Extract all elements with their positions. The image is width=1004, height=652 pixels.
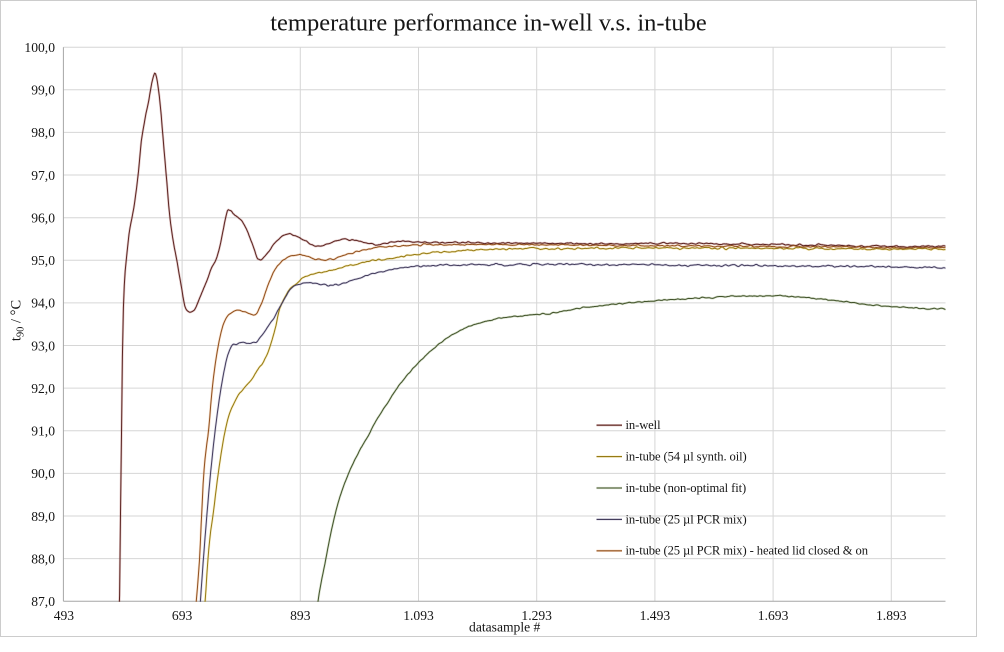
- svg-text:t90 / °C: t90 / °C: [9, 300, 27, 341]
- svg-text:1.493: 1.493: [640, 608, 671, 623]
- svg-text:91,0: 91,0: [31, 424, 55, 439]
- svg-text:99,0: 99,0: [31, 83, 55, 98]
- svg-text:97,0: 97,0: [31, 168, 55, 183]
- svg-text:temperature performance in-wel: temperature performance in-well v.s. in-…: [270, 10, 707, 37]
- svg-text:in-well: in-well: [626, 418, 662, 432]
- svg-text:datasample #: datasample #: [469, 619, 541, 634]
- svg-text:893: 893: [290, 608, 311, 623]
- svg-text:87,0: 87,0: [31, 594, 55, 609]
- svg-text:93,0: 93,0: [31, 338, 55, 353]
- svg-text:100,0: 100,0: [24, 40, 55, 55]
- svg-text:88,0: 88,0: [31, 551, 55, 566]
- svg-text:in-tube (non-optimal fit): in-tube (non-optimal fit): [626, 481, 747, 495]
- svg-text:90,0: 90,0: [31, 466, 55, 481]
- svg-text:1.693: 1.693: [758, 608, 789, 623]
- svg-text:1.293: 1.293: [521, 608, 552, 623]
- svg-text:693: 693: [172, 608, 193, 623]
- svg-text:98,0: 98,0: [31, 125, 55, 140]
- svg-text:1.893: 1.893: [876, 608, 907, 623]
- svg-text:94,0: 94,0: [31, 296, 55, 311]
- svg-text:in-tube (25 µl PCR mix): in-tube (25 µl PCR mix): [626, 512, 747, 526]
- svg-text:in-tube (54 µl synth. oil): in-tube (54 µl synth. oil): [626, 450, 747, 464]
- svg-text:493: 493: [54, 608, 75, 623]
- svg-text:95,0: 95,0: [31, 253, 55, 268]
- svg-text:1.093: 1.093: [403, 608, 434, 623]
- svg-text:92,0: 92,0: [31, 381, 55, 396]
- svg-text:96,0: 96,0: [31, 211, 55, 226]
- svg-text:in-tube (25 µl PCR mix) - heat: in-tube (25 µl PCR mix) - heated lid clo…: [626, 544, 869, 558]
- svg-text:89,0: 89,0: [31, 509, 55, 524]
